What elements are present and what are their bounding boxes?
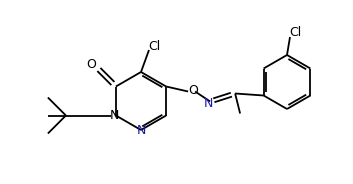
Text: N: N — [110, 109, 120, 122]
Text: N: N — [203, 97, 213, 110]
Text: O: O — [188, 84, 198, 97]
Text: Cl: Cl — [148, 40, 160, 52]
Text: N: N — [136, 125, 146, 137]
Text: O: O — [86, 58, 96, 71]
Text: Cl: Cl — [289, 26, 301, 38]
